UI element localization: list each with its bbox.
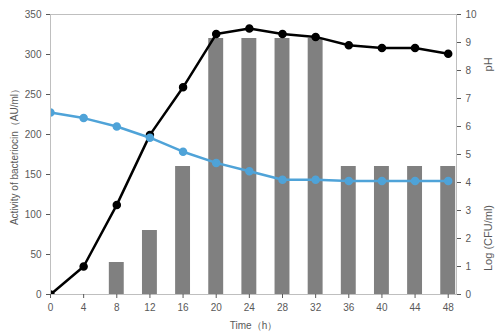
svg-text:40: 40 bbox=[376, 302, 388, 313]
svg-text:6: 6 bbox=[466, 121, 472, 132]
svg-text:1: 1 bbox=[466, 261, 472, 272]
svg-text:4: 4 bbox=[81, 302, 87, 313]
svg-text:300: 300 bbox=[25, 49, 42, 60]
svg-text:20: 20 bbox=[211, 302, 223, 313]
svg-text:50: 50 bbox=[30, 249, 42, 260]
svg-text:16: 16 bbox=[178, 302, 190, 313]
svg-text:Activity of bacteriocin（AU/ml）: Activity of bacteriocin（AU/ml） bbox=[9, 84, 20, 225]
svg-text:3: 3 bbox=[466, 205, 472, 216]
svg-text:2: 2 bbox=[466, 233, 472, 244]
svg-text:0: 0 bbox=[48, 302, 54, 313]
svg-text:10: 10 bbox=[466, 9, 478, 20]
svg-text:8: 8 bbox=[114, 302, 120, 313]
svg-text:pH: pH bbox=[482, 57, 494, 71]
svg-text:150: 150 bbox=[25, 169, 42, 180]
svg-text:44: 44 bbox=[410, 302, 422, 313]
svg-text:24: 24 bbox=[244, 302, 256, 313]
svg-text:350: 350 bbox=[25, 9, 42, 20]
svg-text:28: 28 bbox=[277, 302, 289, 313]
svg-text:250: 250 bbox=[25, 89, 42, 100]
svg-text:Time（h）: Time（h） bbox=[230, 320, 277, 331]
svg-text:5: 5 bbox=[466, 149, 472, 160]
svg-text:0: 0 bbox=[36, 289, 42, 300]
svg-text:8: 8 bbox=[466, 65, 472, 76]
svg-text:4: 4 bbox=[466, 177, 472, 188]
svg-text:200: 200 bbox=[25, 129, 42, 140]
svg-text:Log (CFU/ml): Log (CFU/ml) bbox=[482, 205, 494, 271]
svg-text:9: 9 bbox=[466, 37, 472, 48]
svg-text:12: 12 bbox=[144, 302, 156, 313]
svg-text:48: 48 bbox=[443, 302, 455, 313]
svg-text:0: 0 bbox=[466, 289, 472, 300]
svg-text:100: 100 bbox=[25, 209, 42, 220]
svg-text:36: 36 bbox=[343, 302, 355, 313]
svg-text:7: 7 bbox=[466, 93, 472, 104]
svg-text:32: 32 bbox=[310, 302, 322, 313]
